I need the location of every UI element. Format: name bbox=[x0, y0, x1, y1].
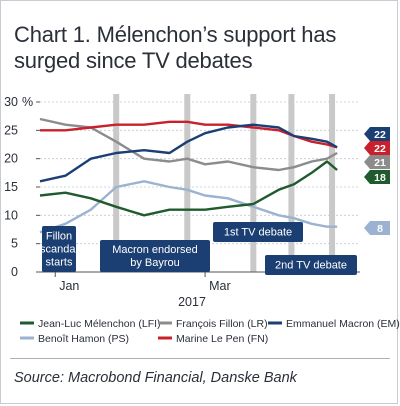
series-line-3 bbox=[39, 123, 338, 183]
legend-item-1: François Fillon (LR) bbox=[158, 318, 268, 330]
end-label-3: 18 bbox=[364, 170, 390, 184]
end-label-tag-3 bbox=[364, 170, 390, 184]
annotation-box-2 bbox=[213, 222, 303, 242]
y-unit-label: % bbox=[22, 95, 33, 109]
event-band-1 bbox=[184, 94, 191, 272]
series-line-4 bbox=[39, 160, 338, 217]
y-tick-label-20: 20 bbox=[4, 152, 18, 166]
annotation-text-3-0: 2nd TV debate bbox=[275, 260, 347, 272]
y-tick-label-0: 0 bbox=[11, 265, 18, 279]
x-tick-label-0: Jan bbox=[59, 279, 79, 293]
x-tick-label-1: Mar bbox=[209, 279, 231, 293]
end-label-value-1: 22 bbox=[374, 143, 386, 155]
event-band-0 bbox=[113, 94, 120, 272]
annotation-box-1 bbox=[100, 240, 210, 272]
series-line-1 bbox=[39, 117, 338, 172]
event-band-2 bbox=[250, 94, 257, 272]
annotation-text-1-0: Macron endorsed bbox=[112, 244, 198, 256]
end-label-tag-1 bbox=[364, 141, 390, 155]
x-year-label: 2017 bbox=[178, 295, 206, 309]
y-tick-label-10: 10 bbox=[4, 208, 18, 222]
legend-item-3: Benoît Hamon (PS) bbox=[20, 333, 129, 345]
legend-label-4: Marine Le Pen (FN) bbox=[176, 333, 268, 345]
event-band-4 bbox=[329, 94, 336, 272]
annotation-text-1-1: by Bayrou bbox=[130, 257, 180, 269]
end-label-1: 22 bbox=[364, 141, 390, 155]
annotation-box-3 bbox=[265, 255, 357, 275]
chart-title: Chart 1. Mélenchon’s support has surged … bbox=[14, 22, 384, 74]
end-label-value-2: 21 bbox=[374, 157, 386, 169]
legend-item-2: Emmanuel Macron (EM) bbox=[268, 318, 400, 330]
end-label-tag-0 bbox=[364, 127, 390, 141]
legend-label-0: Jean-Luc Mélenchon (LFI) bbox=[38, 318, 161, 330]
end-label-value-3: 18 bbox=[374, 172, 386, 184]
end-label-0: 22 bbox=[364, 127, 390, 141]
legend-label-3: Benoît Hamon (PS) bbox=[38, 333, 129, 345]
end-label-tag-4 bbox=[364, 221, 390, 235]
annotation-text-0-1: scandal bbox=[40, 244, 78, 256]
legend-label-2: Emmanuel Macron (EM) bbox=[286, 318, 400, 330]
annotation-text-0-2: starts bbox=[46, 257, 73, 269]
end-label-value-0: 22 bbox=[374, 129, 386, 141]
title-line-1: Chart 1. Mélenchon’s support has bbox=[14, 22, 337, 47]
end-label-2: 21 bbox=[364, 155, 390, 169]
annotation-2: 1st TV debate bbox=[213, 222, 303, 242]
annotation-box-0 bbox=[42, 226, 76, 272]
event-band-3 bbox=[288, 94, 295, 272]
end-label-tag-2 bbox=[364, 155, 390, 169]
y-tick-label-15: 15 bbox=[4, 180, 18, 194]
annotation-text-0-0: Fillon bbox=[46, 231, 72, 243]
legend-item-0: Jean-Luc Mélenchon (LFI) bbox=[20, 318, 161, 330]
source-divider bbox=[10, 358, 390, 359]
y-tick-label-25: 25 bbox=[4, 123, 18, 137]
annotation-text-2-0: 1st TV debate bbox=[224, 227, 292, 239]
annotation-3: 2nd TV debate bbox=[265, 255, 357, 275]
series-line-2 bbox=[40, 120, 338, 149]
y-tick-label-30: 30 bbox=[4, 95, 18, 109]
end-label-4: 8 bbox=[364, 221, 390, 235]
legend-item-4: Marine Le Pen (FN) bbox=[158, 333, 268, 345]
end-label-value-4: 8 bbox=[377, 223, 383, 235]
legend-label-1: François Fillon (LR) bbox=[176, 318, 268, 330]
title-line-2: surged since TV debates bbox=[14, 48, 253, 73]
y-tick-label-5: 5 bbox=[11, 237, 18, 251]
source-note: Source: Macrobond Financial, Danske Bank bbox=[14, 370, 297, 386]
